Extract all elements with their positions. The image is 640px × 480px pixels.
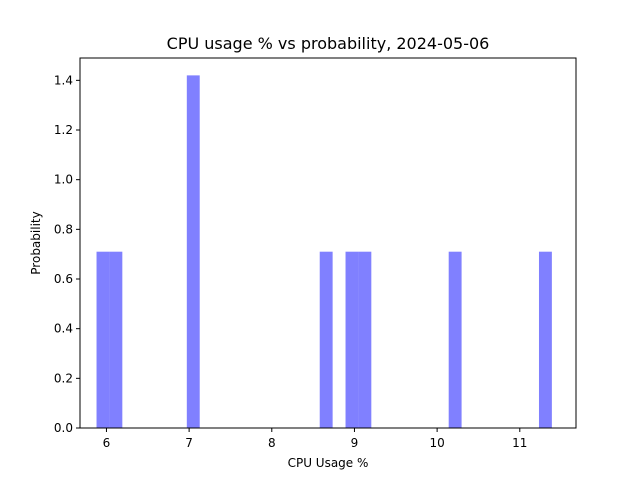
y-axis-label: Probability	[29, 211, 43, 274]
x-tick-label: 11	[512, 436, 527, 450]
histogram-bar-6	[448, 251, 462, 428]
histogram-bar-4	[345, 251, 359, 428]
y-tick-label: 1.4	[54, 73, 73, 87]
histogram-bar-0	[96, 251, 110, 428]
y-tick-label: 0.6	[54, 272, 73, 286]
x-axis-label: CPU Usage %	[288, 456, 369, 470]
y-tick-label: 0.8	[54, 222, 73, 236]
histogram-bar-5	[358, 251, 372, 428]
histogram-bar-3	[319, 251, 333, 428]
x-tick-label: 7	[185, 436, 193, 450]
x-axis-ticks: 6 7 8 9 10 11	[103, 428, 527, 450]
histogram-bar-2	[186, 75, 200, 428]
x-tick-label: 9	[351, 436, 359, 450]
chart-title: CPU usage % vs probability, 2024-05-06	[167, 34, 490, 53]
y-tick-label: 0.2	[54, 371, 73, 385]
x-tick-label: 8	[268, 436, 276, 450]
y-tick-label: 0.4	[54, 322, 73, 336]
y-axis-ticks: 0.0 0.2 0.4 0.6 0.8 1.0 1.2 1.4	[54, 73, 80, 435]
plot-frame	[79, 57, 577, 429]
y-tick-label: 1.2	[54, 123, 73, 137]
y-tick-label: 0.0	[54, 421, 73, 435]
histogram-bar-7	[538, 251, 552, 428]
x-tick-label: 6	[103, 436, 111, 450]
x-tick-label: 10	[429, 436, 444, 450]
y-tick-label: 1.0	[54, 173, 73, 187]
histogram-bar-1	[109, 251, 123, 428]
bars-group	[96, 75, 552, 428]
